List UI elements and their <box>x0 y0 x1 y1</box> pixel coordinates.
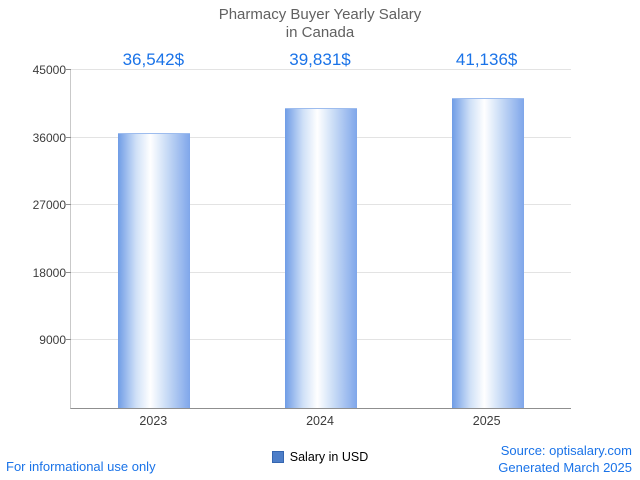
chart-title-line1: Pharmacy Buyer Yearly Salary <box>218 6 422 23</box>
y-tick-label: 36000 <box>32 130 66 145</box>
generated-date: Generated March 2025 <box>498 460 632 475</box>
legend: Salary in USD <box>0 450 640 464</box>
legend-label: Salary in USD <box>289 450 369 464</box>
y-axis-tickmark <box>66 339 71 341</box>
y-tick-label: 27000 <box>32 198 66 213</box>
disclaimer-text: For informational use only <box>6 459 156 474</box>
x-tick-label: 2024 <box>306 414 334 428</box>
gridline <box>71 69 571 70</box>
source-link[interactable]: Source: optisalary.com <box>500 443 632 458</box>
y-tick-label: 45000 <box>32 63 66 77</box>
value-labels-layer: 36,542$ 39,831$ 41,136$ <box>70 50 570 70</box>
chart-title: Pharmacy Buyer Yearly Salary in Canada <box>0 6 640 42</box>
chart-title-line2: in Canada <box>285 24 355 41</box>
legend-swatch-icon <box>271 451 284 463</box>
y-tick-label: 9000 <box>39 333 66 348</box>
value-label: 36,542$ <box>122 50 185 69</box>
x-tick-label: 2023 <box>139 414 168 428</box>
bar-2023 <box>118 132 191 408</box>
x-tick-label: 2025 <box>472 414 501 428</box>
value-label: 41,136$ <box>455 50 518 69</box>
y-tick-label: 18000 <box>32 265 66 280</box>
bar-2024 <box>285 107 357 408</box>
y-axis-tickmark <box>66 69 71 70</box>
bar-2025 <box>451 98 524 408</box>
plot-area: 9000 18000 27000 36000 45000 <box>33 63 571 409</box>
y-axis-tickmark <box>66 136 71 138</box>
y-axis-tickmark <box>66 271 71 273</box>
source-block: Source: optisalary.com Generated March 2… <box>498 442 632 476</box>
x-axis-labels: 2023 2024 2025 <box>70 414 570 430</box>
y-axis-tickmark <box>66 204 71 206</box>
value-label: 39,831$ <box>289 50 351 69</box>
